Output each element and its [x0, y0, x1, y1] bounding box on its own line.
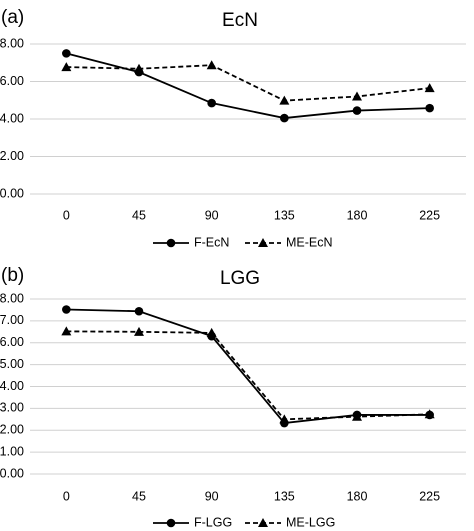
chart-title: EcN	[222, 10, 258, 31]
chart-panel-b: (b) LGG 0.00 1.00 2.00 3.00 4.00 5.00 6.00 7.00 8.…	[0, 265, 466, 529]
data-point	[352, 411, 362, 421]
x-tick-label: 180	[347, 208, 368, 222]
x-tick-label: 90	[205, 208, 219, 222]
legend-marker	[258, 518, 268, 527]
x-tick-label: 225	[419, 208, 440, 222]
y-tick-label: 1.00	[0, 444, 24, 458]
legend-marker	[258, 238, 268, 247]
y-tick-label: 0.00	[0, 466, 24, 480]
y-tick-label: 4.00	[0, 379, 24, 393]
series-line	[66, 64, 430, 102]
series-line	[66, 52, 430, 119]
y-tick-label: 2.00	[0, 423, 24, 437]
legend-label: ME-LGG	[286, 515, 335, 529]
y-tick-label: 7.00	[0, 313, 24, 327]
y-tick-label: 5.00	[0, 357, 24, 371]
y-tick-label: 3.00	[0, 401, 24, 415]
y-tick-label: 6.00	[0, 74, 24, 88]
x-tick-label: 0	[63, 489, 70, 503]
data-point	[206, 327, 217, 337]
y-tick-label: 0.00	[0, 186, 24, 200]
data-point	[134, 326, 144, 336]
data-point	[352, 91, 362, 101]
y-tick-label: 8.00	[0, 36, 24, 50]
y-tick-label: 8.00	[0, 291, 24, 305]
legend: F-LGG ME-LGG	[153, 515, 335, 529]
y-tick-label: 2.00	[0, 149, 24, 163]
x-tick-label: 135	[274, 208, 295, 222]
legend: F-EcN ME-EcN	[153, 235, 333, 249]
y-tick-label: 4.00	[0, 111, 24, 125]
data-point	[61, 62, 72, 72]
data-point	[352, 106, 362, 115]
panel-label: (a)	[1, 7, 24, 28]
panel-label: (b)	[1, 265, 24, 286]
data-point	[280, 113, 289, 123]
legend-label: ME-EcN	[286, 235, 333, 249]
x-tick-label: 90	[205, 489, 219, 503]
data-point	[134, 63, 144, 73]
data-point	[424, 83, 435, 93]
data-point	[61, 326, 72, 336]
legend-marker	[166, 238, 176, 248]
x-tick-label: 45	[132, 489, 146, 503]
data-point	[62, 305, 71, 314]
chart-panel-a: (a) EcN 0.00 2.00 4.00 6.00 8.00 0 45 90 135 180 225…	[0, 7, 466, 249]
legend-label: F-LGG	[194, 515, 232, 529]
series-line	[66, 330, 430, 421]
legend-marker	[166, 518, 176, 528]
legend-label: F-EcN	[194, 235, 229, 249]
series-line	[66, 308, 430, 424]
x-tick-label: 225	[419, 489, 440, 503]
data-point	[134, 306, 144, 316]
x-tick-label: 180	[347, 489, 368, 503]
data-point	[425, 103, 434, 113]
y-tick-label: 6.00	[0, 335, 24, 349]
data-point	[206, 60, 217, 70]
data-point	[62, 49, 71, 58]
data-point	[207, 98, 216, 108]
data-point	[424, 409, 435, 419]
x-tick-label: 45	[132, 208, 146, 222]
data-point	[279, 95, 290, 105]
x-tick-label: 0	[63, 208, 70, 222]
data-point	[279, 414, 290, 424]
x-tick-label: 135	[274, 489, 295, 503]
chart-title: LGG	[220, 268, 260, 289]
